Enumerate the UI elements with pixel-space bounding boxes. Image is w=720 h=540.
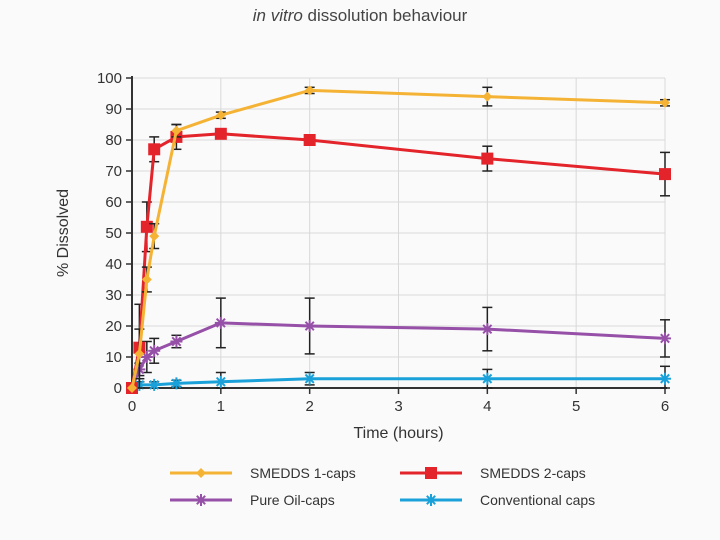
data-point <box>148 143 161 156</box>
y-tick-label: 50 <box>105 225 122 242</box>
legend: SMEDDS 1-caps SMEDDS 2-caps Pure Oil-caps C… <box>170 465 595 508</box>
x-tick-label: 0 <box>128 398 136 415</box>
legend-item: SMEDDS 1-caps <box>170 465 356 481</box>
data-point <box>481 323 494 336</box>
data-point <box>127 383 137 393</box>
data-point <box>170 335 183 348</box>
y-tick-label: 20 <box>105 318 122 335</box>
data-point <box>303 134 316 146</box>
data-point <box>215 110 226 121</box>
data-point <box>214 375 227 388</box>
y-tick-label: 0 <box>114 380 122 397</box>
y-tick-label: 40 <box>105 256 122 273</box>
legend-label: SMEDDS 2-caps <box>480 465 586 481</box>
legend-swatch-marker <box>425 494 437 506</box>
y-tick-label: 30 <box>105 287 122 304</box>
data-point <box>140 220 153 233</box>
x-tick-label: 3 <box>394 398 402 415</box>
chart-title-italic: in vitro <box>252 6 303 25</box>
data-point <box>660 97 670 108</box>
x-tick-label: 2 <box>305 398 313 415</box>
y-tick-label: 10 <box>105 349 122 366</box>
data-point <box>148 378 161 391</box>
series-smedds-1-caps <box>127 85 670 393</box>
legend-item: Pure Oil-caps <box>170 492 335 508</box>
y-tick-label: 80 <box>105 132 122 149</box>
data-point <box>303 320 316 332</box>
legend-swatch-marker <box>425 467 437 479</box>
data-point <box>149 231 160 242</box>
data-point <box>171 125 182 136</box>
data-point <box>214 127 227 140</box>
legend-swatch-marker <box>196 468 206 478</box>
x-axis-title: Time (hours) <box>353 425 443 442</box>
data-point <box>481 372 494 385</box>
data-point <box>659 168 671 181</box>
data-point <box>659 372 671 385</box>
data-point <box>214 316 227 329</box>
chart-title: in vitro dissolution behaviour <box>0 6 720 26</box>
y-tick-label: 100 <box>97 70 122 87</box>
legend-item: Conventional caps <box>400 492 595 508</box>
x-tick-label: 1 <box>217 398 225 415</box>
legend-item: SMEDDS 2-caps <box>400 465 586 481</box>
y-tick-label: 70 <box>105 163 122 180</box>
x-tick-label: 4 <box>483 398 491 415</box>
y-tick-label: 90 <box>105 101 122 118</box>
legend-label: SMEDDS 1-caps <box>250 465 356 481</box>
x-tick-label: 5 <box>572 398 580 415</box>
y-tick-label: 60 <box>105 194 122 211</box>
data-point <box>482 91 493 102</box>
y-axis-title: % Dissolved <box>55 189 72 277</box>
legend-swatch-marker <box>195 494 207 506</box>
gridlines <box>132 77 666 388</box>
data-point <box>170 377 183 390</box>
data-point <box>481 152 494 165</box>
legend-label: Pure Oil-caps <box>250 492 335 508</box>
chart-title-rest: dissolution behaviour <box>307 6 468 25</box>
data-point <box>659 332 671 345</box>
data-point <box>148 344 161 357</box>
data-point <box>141 274 152 285</box>
data-point <box>134 348 145 359</box>
data-point <box>304 85 315 96</box>
legend-label: Conventional caps <box>480 492 595 508</box>
x-tick-label: 6 <box>661 398 669 415</box>
data-point <box>303 372 316 385</box>
